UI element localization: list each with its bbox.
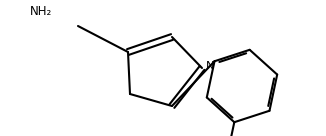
Text: NH₂: NH₂	[30, 5, 52, 18]
Text: N: N	[206, 61, 215, 71]
